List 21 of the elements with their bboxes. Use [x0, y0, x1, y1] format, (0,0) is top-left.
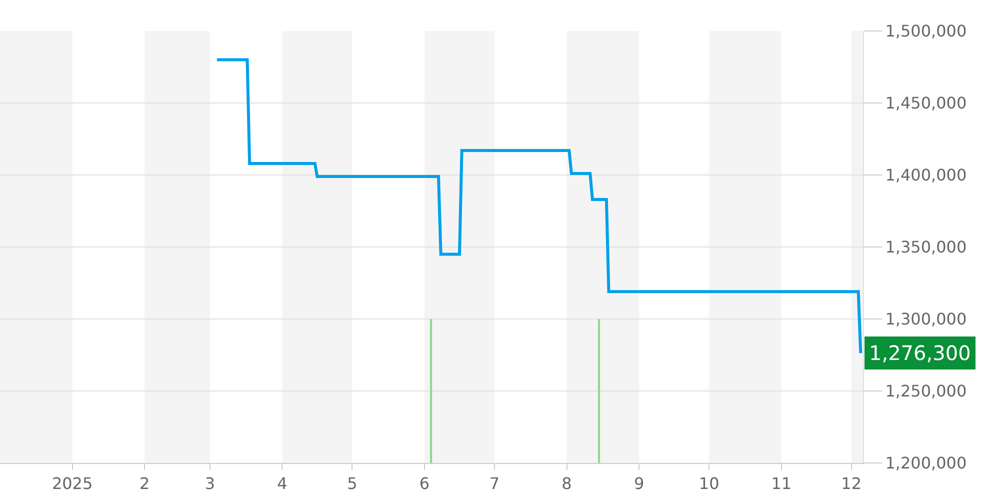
y-tick-label: 1,200,000	[885, 454, 967, 473]
x-tick-label: 11	[771, 474, 792, 494]
y-tick-label: 1,400,000	[885, 166, 967, 185]
y-tick-label: 1,350,000	[885, 238, 967, 257]
x-tick-label: 8	[562, 474, 572, 494]
x-tick-label: 12	[841, 474, 862, 494]
y-tick-label: 1,450,000	[885, 94, 967, 113]
y-tick-label: 1,250,000	[885, 382, 967, 401]
x-tick-label: 6	[419, 474, 430, 494]
x-tick-label: 5	[347, 474, 358, 494]
x-tick-label: 2025	[52, 474, 93, 494]
x-tick-label: 7	[489, 474, 500, 494]
x-tick-label: 3	[204, 474, 216, 494]
x-tick-label: 9	[634, 474, 644, 494]
y-tick-label: 1,500,000	[885, 22, 967, 41]
x-tick-label: 10	[698, 474, 720, 494]
y-tick-label: 1,300,000	[885, 310, 967, 329]
x-tick-label: 2	[140, 474, 150, 494]
x-tick-label: 4	[277, 474, 288, 494]
annotation: 1,276,300	[869, 341, 971, 365]
line-series	[215, 58, 862, 355]
